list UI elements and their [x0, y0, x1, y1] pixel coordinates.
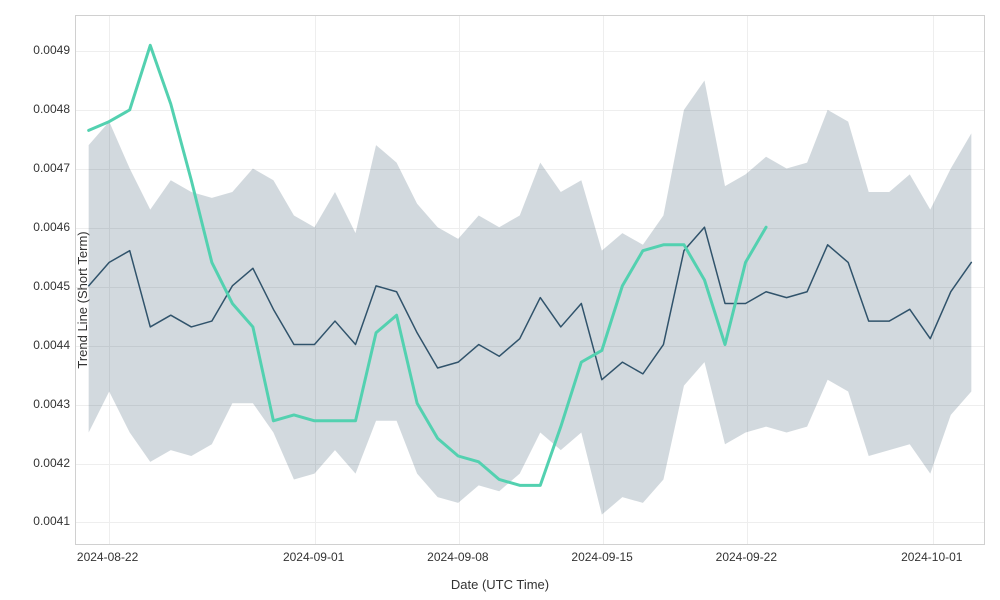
- confidence-band: [89, 81, 972, 515]
- y-tick-label: 0.0045: [10, 279, 70, 293]
- x-tick-label: 2024-08-22: [77, 550, 138, 564]
- y-tick-label: 0.0042: [10, 456, 70, 470]
- y-tick-label: 0.0048: [10, 102, 70, 116]
- x-axis-label: Date (UTC Time): [451, 577, 549, 592]
- chart-svg: [76, 16, 984, 544]
- y-tick-label: 0.0049: [10, 43, 70, 57]
- x-tick-label: 2024-09-01: [283, 550, 344, 564]
- y-axis-label: Trend Line (Short Term): [75, 231, 90, 368]
- x-tick-label: 2024-09-15: [571, 550, 632, 564]
- chart-plot-area: [75, 15, 985, 545]
- y-tick-label: 0.0043: [10, 397, 70, 411]
- y-tick-label: 0.0044: [10, 338, 70, 352]
- x-tick-label: 2024-10-01: [901, 550, 962, 564]
- x-tick-label: 2024-09-22: [716, 550, 777, 564]
- y-tick-label: 0.0046: [10, 220, 70, 234]
- y-tick-label: 0.0041: [10, 514, 70, 528]
- y-tick-label: 0.0047: [10, 161, 70, 175]
- x-tick-label: 2024-09-08: [427, 550, 488, 564]
